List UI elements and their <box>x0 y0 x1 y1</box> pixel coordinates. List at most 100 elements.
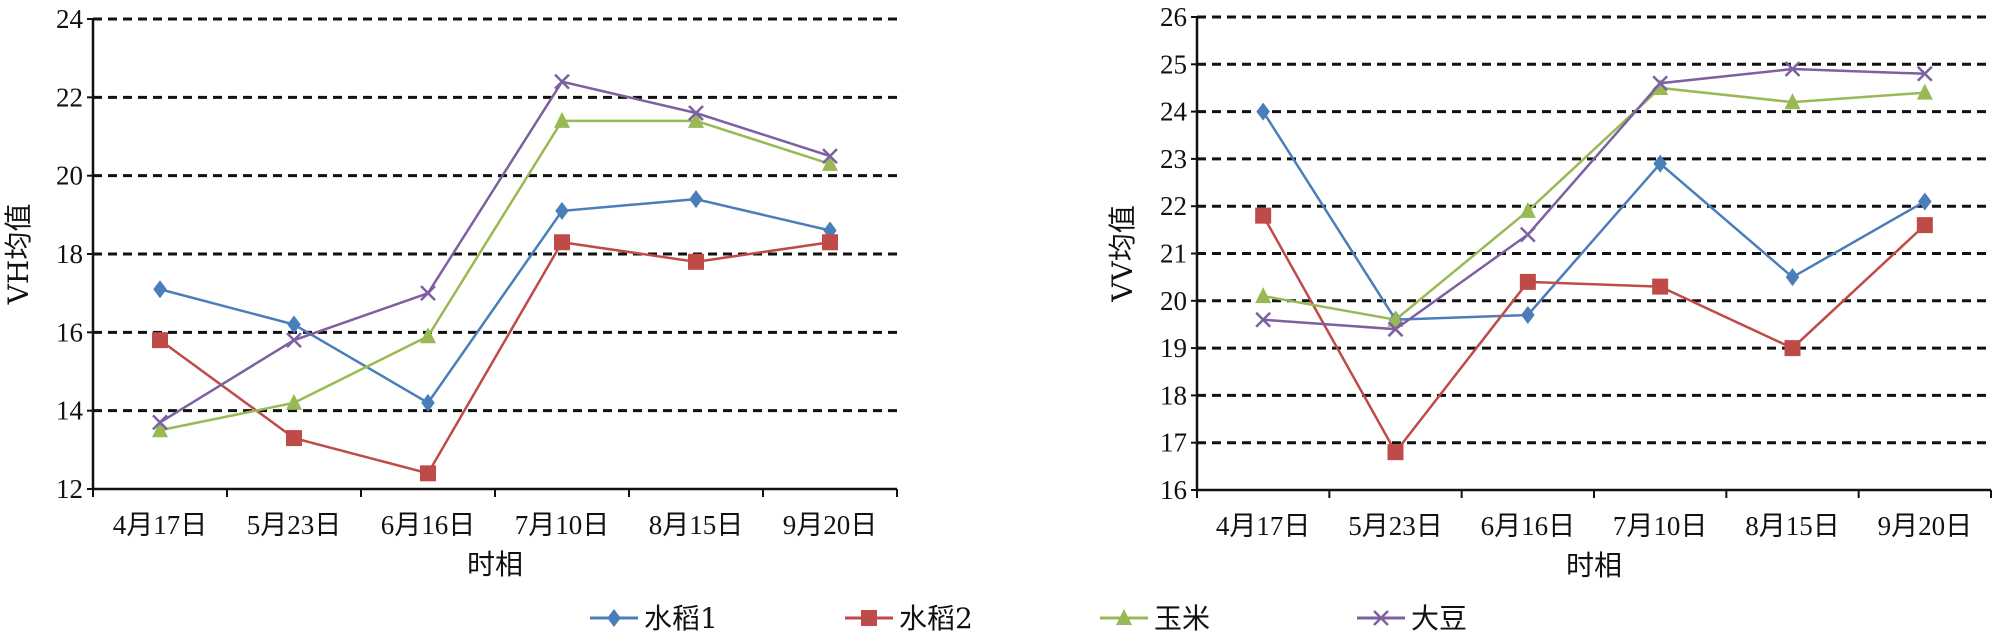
series-line <box>1262 215 1926 455</box>
diamond-marker <box>287 315 301 334</box>
square-marker <box>688 253 704 270</box>
x-marker <box>554 73 570 90</box>
y-tick-label: 16 <box>56 317 83 347</box>
triangle-marker <box>554 111 570 128</box>
x-tick-label: 8月15日 <box>649 510 744 540</box>
diamond-marker <box>1785 268 1800 287</box>
series-line <box>159 80 831 424</box>
x-marker <box>1387 321 1404 338</box>
y-tick-label: 21 <box>1160 239 1187 269</box>
triangle-marker <box>286 393 302 410</box>
triangle-marker <box>420 327 436 344</box>
y-axis-title: VH均值 <box>2 204 35 306</box>
y-tick-label: 25 <box>1160 49 1187 79</box>
triangle-marker <box>1519 201 1536 218</box>
y-tick-label: 24 <box>1160 97 1188 127</box>
series-line <box>1262 110 1926 321</box>
square-marker <box>1387 444 1404 461</box>
y-tick-label: 22 <box>1160 191 1187 221</box>
series-triangle <box>1255 78 1933 327</box>
y-tick-label: 19 <box>1160 333 1187 363</box>
x-axis-title: 时相 <box>1566 549 1622 582</box>
x-marker <box>1255 311 1272 328</box>
x-marker <box>822 148 838 164</box>
square-marker <box>822 234 838 251</box>
square-marker <box>1255 207 1272 224</box>
square-marker <box>861 610 877 626</box>
x-tick-label: 6月16日 <box>1481 511 1576 541</box>
triangle-marker <box>1784 93 1801 110</box>
diamond-marker <box>1918 192 1932 211</box>
x-marker <box>420 285 436 302</box>
series-triangle <box>152 111 838 438</box>
triangle-marker <box>152 421 168 438</box>
series-diamond <box>153 190 837 412</box>
series-line <box>1262 86 1925 322</box>
x-tick-label: 9月20日 <box>783 510 878 540</box>
y-tick-label: 20 <box>1160 286 1187 316</box>
legend: 水稻1 水稻2 玉米 大豆 <box>590 602 1467 635</box>
chart-panel-1: 16 17 18 19 20 21 22 23 24 25 26 4月17日 5月23日 6月16日 7月1… <box>1106 2 1992 582</box>
square-marker <box>286 430 302 447</box>
series-line <box>159 119 831 432</box>
y-tick-label: 20 <box>56 161 83 191</box>
y-tick-label: 12 <box>56 474 83 504</box>
series-line <box>159 197 831 405</box>
triangle-marker <box>1652 78 1669 95</box>
legend-item: 水稻1 <box>590 602 718 635</box>
x-marker <box>1652 75 1669 92</box>
x-tick-label: 4月17日 <box>1216 511 1311 541</box>
y-tick-label: 18 <box>56 239 83 269</box>
diamond-marker <box>1653 154 1667 173</box>
x-tick-label: 4月17日 <box>113 510 208 540</box>
triangle-marker <box>688 111 704 128</box>
x-marker <box>1373 610 1389 626</box>
square-marker <box>554 234 570 251</box>
square-marker <box>1519 273 1536 290</box>
chart-panel-0: 12 14 16 18 20 22 24 4月17日 5月23日 6月16日 7月10日 8月15日 9… <box>2 4 898 581</box>
y-axis-title: VV均值 <box>1106 205 1139 302</box>
y-tick-label: 23 <box>1160 144 1187 174</box>
legend-label: 水稻1 <box>644 602 718 635</box>
x-marker <box>688 105 704 121</box>
diamond-marker <box>689 190 703 209</box>
x-marker <box>1519 226 1536 243</box>
x-tick-label: 7月10日 <box>1613 511 1708 541</box>
series-square <box>152 234 838 482</box>
legend-label: 大豆 <box>1411 602 1467 635</box>
square-marker <box>420 465 436 482</box>
y-tick-label: 17 <box>1160 428 1187 458</box>
triangle-marker <box>1255 287 1272 304</box>
triangle-marker <box>822 154 838 171</box>
x-tick-label: 9月20日 <box>1878 511 1973 541</box>
square-marker <box>152 332 168 349</box>
x-tick-label: 5月23日 <box>1348 511 1443 541</box>
series-x <box>1255 61 1933 338</box>
legend-item: 大豆 <box>1357 602 1467 635</box>
y-tick-label: 22 <box>56 82 83 112</box>
triangle-marker <box>1116 609 1132 625</box>
x-tick-label: 5月23日 <box>247 510 342 540</box>
diamond-marker <box>607 609 621 627</box>
square-marker <box>1784 340 1801 357</box>
series-line <box>159 240 831 475</box>
series-line <box>1263 67 1925 331</box>
legend-label: 水稻2 <box>899 602 973 635</box>
diamond-marker <box>555 201 569 220</box>
y-tick-label: 26 <box>1160 2 1187 32</box>
triangle-marker <box>1387 310 1404 327</box>
x-marker <box>1916 65 1933 82</box>
x-axis-title: 时相 <box>467 548 523 581</box>
legend-label: 玉米 <box>1154 602 1210 635</box>
diamond-marker <box>1256 102 1270 121</box>
square-marker <box>1916 217 1933 234</box>
series-square <box>1255 207 1933 461</box>
x-tick-label: 8月15日 <box>1745 511 1840 541</box>
legend-item: 水稻2 <box>845 602 973 635</box>
diamond-marker <box>421 393 435 412</box>
legend-item: 玉米 <box>1100 602 1210 635</box>
x-marker <box>286 332 302 349</box>
x-tick-label: 7月10日 <box>515 510 610 540</box>
y-tick-label: 14 <box>56 396 84 426</box>
